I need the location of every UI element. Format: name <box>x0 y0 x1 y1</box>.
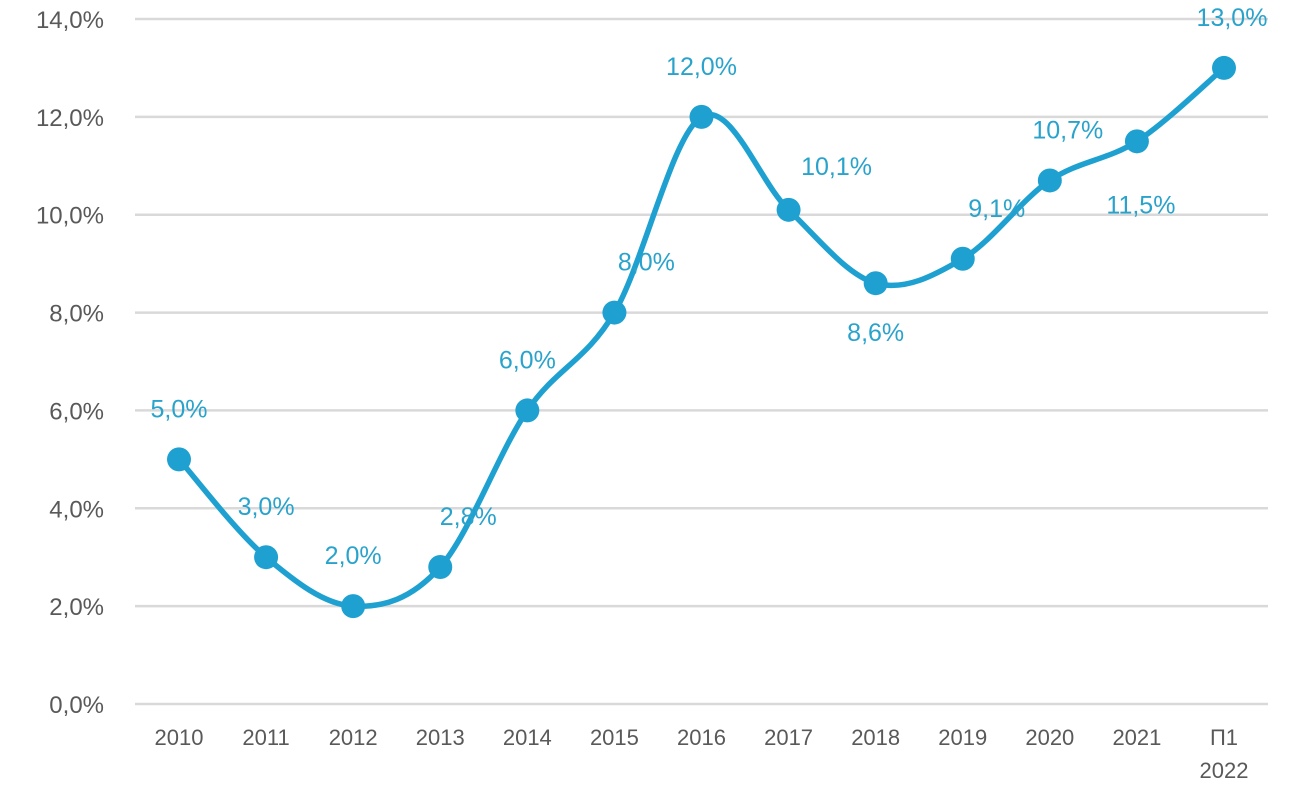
x-tick-label: 2019 <box>938 725 987 750</box>
data-point <box>950 246 975 271</box>
data-label: 13,0% <box>1197 4 1268 32</box>
y-axis-ticks: 0,0% 2,0% 4,0% 6,0% 8,0% 10,0% 12,0% 14,0% <box>36 7 104 719</box>
y-tick-label: 8,0% <box>49 301 104 328</box>
x-tick-label: 2014 <box>503 725 552 750</box>
data-point <box>515 398 540 423</box>
y-tick-label: 14,0% <box>36 7 104 34</box>
x-tick-label: 2021 <box>1112 725 1161 750</box>
x-tick-label: П1 2022 <box>1200 725 1249 783</box>
data-point <box>689 104 714 129</box>
x-tick-label: 2011 <box>242 725 289 750</box>
y-tick-label: 2,0% <box>49 594 104 621</box>
data-label: 12,0% <box>666 53 737 81</box>
data-point <box>254 545 279 570</box>
x-tick-label: 2017 <box>764 725 813 750</box>
series-line <box>176 65 1227 610</box>
data-label: 9,1% <box>968 195 1025 223</box>
y-tick-label: 6,0% <box>49 398 104 425</box>
x-tick-label: 2010 <box>155 725 204 750</box>
series-line-group <box>176 65 1227 610</box>
data-point <box>341 594 366 619</box>
data-point <box>1212 55 1236 80</box>
x-tick-label: 2020 <box>1025 725 1074 750</box>
data-point <box>1037 168 1062 193</box>
x-tick-label: 2012 <box>329 725 378 750</box>
y-tick-label: 10,0% <box>36 203 104 230</box>
x-tick-label: 2013 <box>416 725 465 750</box>
data-label: 8,6% <box>847 319 904 347</box>
y-tick-label: 0,0% <box>49 692 104 719</box>
data-label: 8,0% <box>618 249 675 277</box>
data-point <box>1124 129 1149 154</box>
x-axis-ticks: 2010 2011 2012 2013 2014 2015 2016 2017 2018 2019… <box>155 725 1249 783</box>
x-tick-label: 2016 <box>677 725 726 750</box>
data-point <box>602 300 627 325</box>
data-point <box>167 447 191 472</box>
data-label: 2,0% <box>325 542 382 570</box>
data-point <box>863 271 888 296</box>
data-label: 2,8% <box>440 503 497 531</box>
data-point <box>776 197 801 222</box>
data-label: 10,1% <box>801 153 872 181</box>
y-tick-label: 12,0% <box>36 105 104 132</box>
y-tick-label: 4,0% <box>49 496 104 523</box>
data-label: 10,7% <box>1032 116 1103 144</box>
data-labels: 5,0% 3,0% 2,0% 2,8% 6,0% 8,0% 12,0% 10,1% 8,6% 9,… <box>151 4 1268 570</box>
data-points <box>167 55 1236 619</box>
data-label: 11,5% <box>1106 191 1175 219</box>
data-label: 6,0% <box>499 346 556 374</box>
x-tick-label: 2018 <box>851 725 900 750</box>
data-label: 3,0% <box>238 493 295 521</box>
data-point <box>428 555 453 579</box>
data-label: 5,0% <box>151 395 208 423</box>
x-tick-label: 2015 <box>590 725 639 750</box>
gridlines <box>135 17 1268 706</box>
